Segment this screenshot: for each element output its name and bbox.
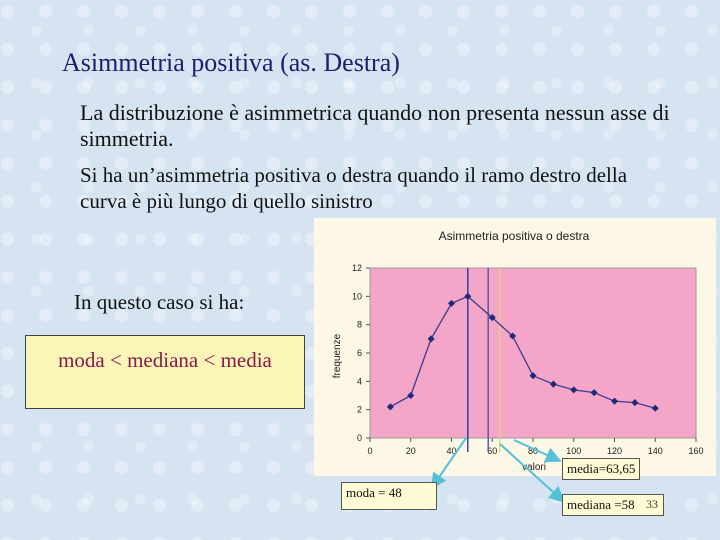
data-points [386, 292, 659, 412]
arrow-to-mean [513, 439, 562, 463]
y-tick-label: 2 [357, 405, 362, 415]
relation-box: moda < mediana < media [25, 335, 305, 409]
data-point [407, 391, 415, 400]
chart-title: Asimmetria positiva o destra [439, 229, 590, 243]
chart-container: Asimmetria positiva o destra 0 20 40 60 80 10… [314, 218, 716, 476]
data-point [590, 389, 598, 397]
definition-paragraph: La distribuzione è asimmetrica quando no… [80, 100, 670, 151]
data-point [549, 380, 557, 388]
data-point [631, 399, 639, 407]
x-axis-label: valori [522, 462, 546, 473]
x-tick-label: 80 [528, 446, 538, 456]
positive-skew-paragraph: Si ha un’asimmetria positiva o destra qu… [80, 163, 628, 213]
x-tick-label: 160 [688, 446, 703, 456]
data-point [509, 332, 517, 340]
relation-text: moda < mediana < media [58, 348, 272, 372]
series-line [390, 295, 656, 409]
page-number: 33 [646, 497, 658, 511]
axes: 0 20 40 60 80 100 120 140 160 0 2 4 6 8 10 12 [352, 263, 704, 456]
x-tick-label: 120 [607, 446, 622, 456]
x-tick-label: 20 [406, 446, 416, 456]
y-tick-label: 0 [357, 433, 362, 443]
data-point [529, 372, 537, 380]
case-label: In questo caso si ha: [74, 290, 245, 314]
x-tick-label: 40 [446, 446, 456, 456]
arrow-to-mode [430, 437, 467, 490]
y-tick-label: 4 [357, 376, 362, 386]
y-tick-label: 8 [357, 320, 362, 330]
y-tick-label: 6 [357, 348, 362, 358]
data-point [447, 299, 456, 307]
x-tick-label: 140 [648, 446, 663, 456]
plot-area [369, 267, 697, 439]
slide-title: Asimmetria positiva (as. Destra) [62, 48, 400, 77]
y-tick-label: 10 [352, 291, 362, 301]
median-annotation: mediana =58 [562, 494, 664, 516]
data-point [488, 314, 496, 322]
mean-annotation: media=63,65 [562, 458, 641, 480]
x-tick-label: 100 [566, 446, 581, 456]
x-tick-label: 60 [487, 446, 497, 456]
y-axis-label: frequenze [332, 333, 343, 378]
x-tick-label: 0 [367, 446, 372, 456]
data-point [651, 404, 659, 412]
y-tick-label: 12 [352, 263, 362, 273]
data-point [386, 403, 394, 411]
data-point [570, 386, 578, 394]
skew-chart: Asimmetria positiva o destra 0 20 40 60 80 10… [332, 229, 704, 473]
data-point [610, 397, 619, 405]
mode-annotation: moda = 48 [341, 482, 437, 510]
arrow-to-median [499, 443, 565, 503]
data-point [427, 335, 435, 343]
